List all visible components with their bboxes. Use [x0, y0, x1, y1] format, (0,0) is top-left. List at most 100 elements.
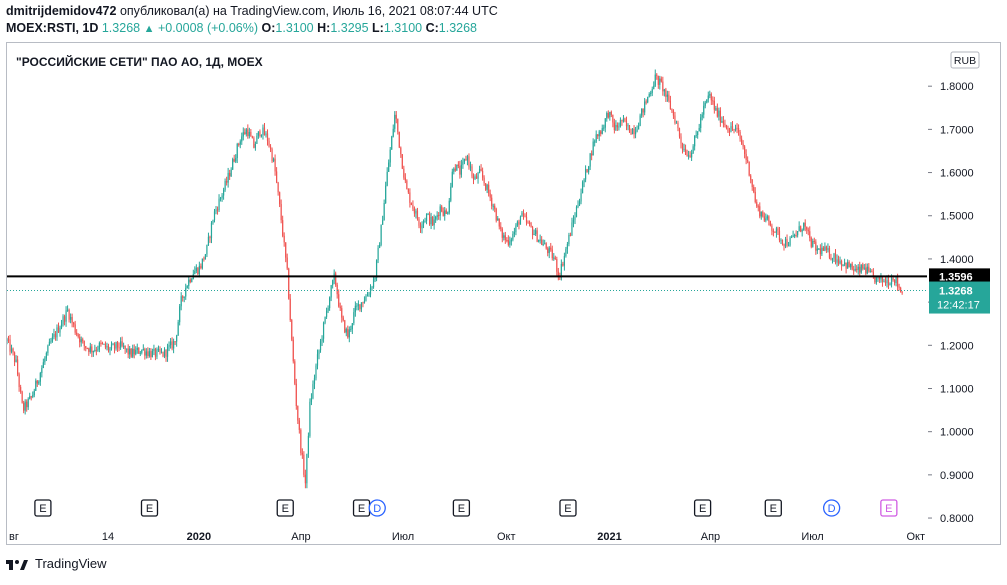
- candle-body: [648, 94, 650, 97]
- candle-body: [319, 341, 322, 351]
- candle-body: [874, 275, 876, 283]
- candle-body: [213, 211, 216, 221]
- candle-body: [739, 132, 741, 139]
- candle-body: [843, 262, 846, 265]
- candle-body: [83, 341, 85, 346]
- candle-body: [728, 131, 731, 133]
- candle-body: [531, 227, 534, 236]
- candle-body: [462, 161, 464, 165]
- candle-body: [624, 118, 626, 122]
- author-name[interactable]: dmitrijdemidov472: [6, 4, 117, 18]
- candle-body: [92, 351, 94, 353]
- candle-body: [825, 246, 828, 250]
- candle-body: [516, 221, 519, 226]
- time-axis[interactable]: вг 14 2020 Апр Июл Окт 2021 Апр Июл Окт: [9, 531, 925, 543]
- earnings-marker[interactable]: E: [693, 499, 712, 517]
- candle-body: [513, 232, 516, 235]
- candle-body: [242, 132, 244, 137]
- earnings-marker[interactable]: E: [764, 499, 782, 517]
- earnings-box: [452, 499, 471, 517]
- price-axis[interactable]: 1.80001.70001.60001.50001.40001.30001.20…: [928, 81, 974, 525]
- candle-body: [162, 351, 164, 357]
- candle-body: [813, 240, 815, 242]
- candle-body: [13, 352, 16, 362]
- candle-body: [338, 294, 340, 307]
- earnings-marker[interactable]: E: [352, 499, 371, 517]
- ohlc-close-label: C:: [425, 21, 439, 35]
- candle-body: [397, 118, 399, 132]
- earnings-box: [276, 499, 294, 517]
- candle-body: [819, 248, 821, 255]
- candle-body: [575, 207, 578, 217]
- candle-body: [545, 243, 547, 249]
- candle-body: [892, 278, 894, 280]
- earnings-marker[interactable]: E: [34, 499, 52, 517]
- candle-body: [742, 143, 744, 147]
- candle-body: [357, 304, 359, 306]
- candle-body: [313, 378, 316, 385]
- earnings-marker[interactable]: E: [452, 499, 471, 517]
- earnings-marker[interactable]: E: [140, 499, 159, 517]
- candle-body: [616, 125, 618, 128]
- candle-body: [371, 287, 373, 289]
- candle-body: [76, 332, 78, 335]
- candle-body: [622, 118, 625, 122]
- earnings-marker[interactable]: E: [276, 499, 294, 517]
- candle-body: [653, 85, 655, 90]
- candle-body: [542, 243, 544, 245]
- candle-body: [103, 343, 105, 345]
- levels-layer: [7, 275, 927, 292]
- candle-body: [341, 308, 343, 318]
- candle-body: [681, 143, 684, 151]
- candle-body: [535, 230, 537, 234]
- candle-body: [301, 452, 303, 455]
- candle-body: [897, 277, 899, 287]
- candle-body: [451, 171, 453, 187]
- candle-body: [329, 297, 331, 309]
- candle-body: [625, 121, 628, 127]
- candle-body: [475, 176, 478, 179]
- footer-brand[interactable]: TradingView: [35, 556, 107, 571]
- earnings-marker[interactable]: E: [559, 499, 577, 517]
- candle-body: [669, 100, 672, 110]
- candle-body: [798, 226, 800, 232]
- candle-body: [459, 166, 461, 175]
- candle-body: [142, 348, 144, 350]
- candle-body: [42, 362, 44, 369]
- candle-body: [254, 143, 256, 148]
- candle-body: [276, 171, 278, 183]
- candle-body: [363, 300, 366, 304]
- dividend-marker[interactable]: D: [368, 499, 386, 517]
- candle-body: [38, 381, 40, 384]
- candle-body: [727, 127, 729, 132]
- candle-body: [274, 158, 276, 172]
- candle-body: [454, 168, 456, 171]
- candle-body: [856, 268, 858, 270]
- candle-body: [179, 306, 181, 323]
- dividend-marker[interactable]: D: [822, 499, 841, 517]
- candle-body: [330, 285, 332, 298]
- candle-body: [123, 345, 125, 347]
- price-tick-label: 1.1000: [940, 383, 974, 395]
- candle-body: [416, 210, 419, 220]
- candle-body: [553, 257, 555, 259]
- candle-body: [756, 202, 758, 207]
- candle-body: [342, 317, 344, 321]
- candle-body: [165, 349, 167, 357]
- candle-body: [497, 218, 499, 221]
- candle-body: [884, 280, 887, 284]
- currency-badge[interactable]: RUB: [950, 51, 980, 69]
- candle-body: [672, 110, 675, 116]
- candle-body: [583, 179, 585, 183]
- candle-body: [59, 327, 61, 333]
- candle-body: [692, 146, 694, 153]
- earnings-marker[interactable]: E: [880, 499, 898, 517]
- candle-body: [568, 234, 570, 245]
- candle-body: [772, 230, 775, 232]
- candle-body: [418, 219, 420, 226]
- candle-body: [24, 401, 26, 411]
- candle-body: [613, 122, 615, 131]
- candle-body: [483, 177, 485, 184]
